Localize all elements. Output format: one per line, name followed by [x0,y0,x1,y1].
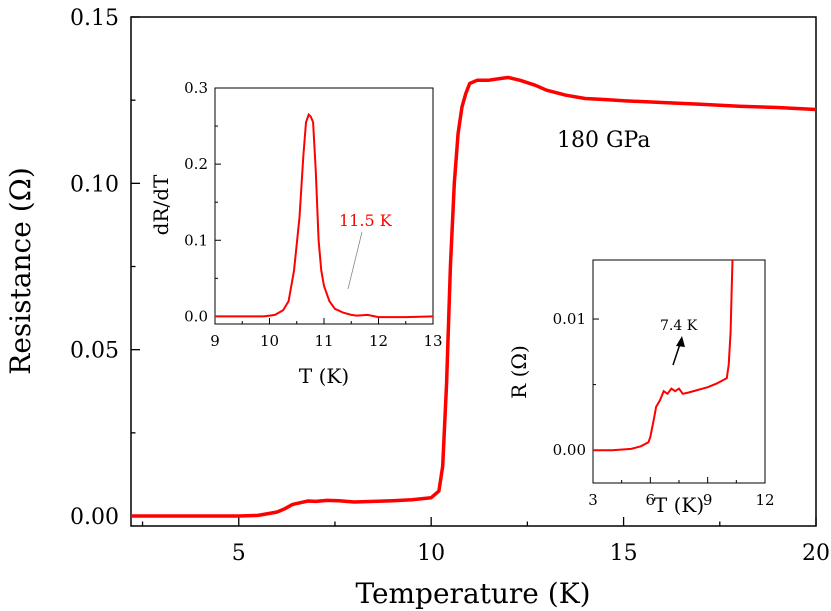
inset-drdt-ticks: 9 10 11 12 13 0.0 0.1 0.2 0.3 [184,79,442,350]
main-y-tick-label: 0.05 [70,339,119,364]
inset-r-frame [592,259,766,484]
main-chart: 5 10 15 20 0.00 0.05 0.10 0.15 180 GPa Temperat… [4,6,830,610]
main-y-tick-label: 0.15 [70,6,119,31]
inset-r-annotation-arrow [672,343,681,366]
inset-r-x-axis-label: T (K) [654,493,704,517]
main-y-axis-label: Resistance (Ω) [4,167,37,375]
main-x-tick-label: 15 [610,541,638,566]
inset-r-chart: 3 6 9 12 0.00 0.01 7.4 K T (K) R (Ω) [507,259,775,517]
inset-r-y-tick-label: 0.00 [553,441,586,459]
main-ticks: 5 10 15 20 0.00 0.05 0.10 0.15 [70,6,830,566]
main-x-tick-label: 20 [802,541,830,566]
inset-r-arrowhead [676,336,685,347]
inset-r-annotation: 7.4 K [660,318,698,334]
main-y-tick-label: 0.10 [70,172,119,197]
inset-drdt-y-tick-label: 0.1 [184,231,208,249]
inset-drdt-y-tick-label: 0.0 [184,307,208,325]
main-pressure-label: 180 GPa [557,128,651,153]
main-series-line [131,75,817,518]
inset-drdt-x-tick-label: 11 [314,332,333,350]
inset-drdt-x-tick-label: 9 [210,332,220,350]
inset-r-y-tick-label: 0.01 [553,310,586,328]
inset-r-x-tick-label: 9 [703,491,713,509]
inset-r-y-axis-label: R (Ω) [507,345,531,399]
inset-drdt-chart: 9 10 11 12 13 0.0 0.1 0.2 0.3 11.5 K T (K) dR/dT [149,79,443,388]
main-x-tick-label: 5 [232,541,246,566]
inset-r-x-tick-label: 6 [646,491,656,509]
main-plot-frame [130,16,817,527]
inset-drdt-annotation: 11.5 K [339,211,393,230]
inset-drdt-y-axis-label: dR/dT [149,174,173,235]
inset-drdt-x-axis-label: T (K) [299,364,349,388]
main-y-tick-label: 0.00 [70,505,119,530]
main-x-axis-label: Temperature (K) [355,577,590,610]
inset-drdt-x-tick-label: 12 [369,332,388,350]
main-x-tick-label: 10 [417,541,445,566]
inset-drdt-series-line [215,112,434,319]
inset-r-x-tick-label: 12 [755,491,774,509]
inset-drdt-x-tick-label: 13 [423,332,442,350]
inset-drdt-y-tick-label: 0.2 [184,155,208,173]
inset-r-series-line [593,259,734,452]
inset-r-ticks: 3 6 9 12 0.00 0.01 [553,310,775,509]
inset-r-x-tick-label: 3 [588,491,598,509]
inset-drdt-annotation-leader [347,231,363,290]
inset-drdt-y-tick-label: 0.3 [184,79,208,97]
inset-drdt-x-tick-label: 10 [260,332,279,350]
